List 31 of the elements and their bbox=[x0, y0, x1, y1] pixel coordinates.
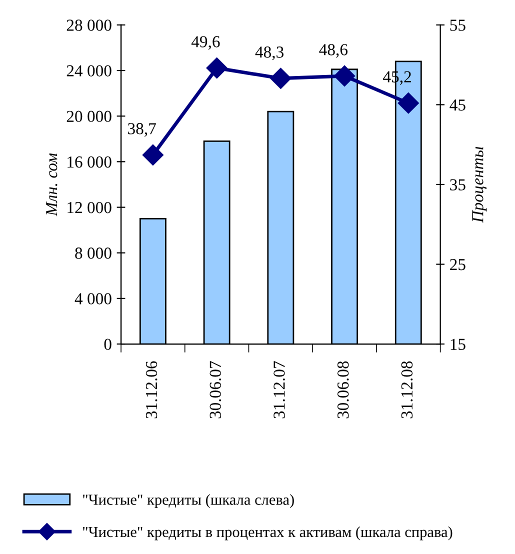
y-tick-label: 12 000 bbox=[68, 202, 112, 214]
y-tick-label: 4 000 bbox=[74, 293, 112, 304]
legend-label: "Чистые" кредиты в процентах к активам (шкала справа) bbox=[83, 526, 452, 540]
y-tick-label: 24 000 bbox=[66, 65, 112, 76]
data-label: 48,3 bbox=[255, 46, 284, 60]
y2-tick-label: 35 bbox=[450, 179, 466, 190]
y-axis-title: Млн. сом bbox=[46, 153, 58, 216]
data-label: 48,6 bbox=[319, 44, 348, 58]
y2-tick-label: 15 bbox=[450, 338, 466, 350]
y-tick-label: 28 000 bbox=[66, 20, 112, 31]
x-tick-label: 31.12.07 bbox=[274, 361, 285, 418]
x-tick-label: 30.06.08 bbox=[337, 361, 349, 418]
x-tick-label: 30.06.07 bbox=[210, 361, 222, 418]
point bbox=[270, 68, 292, 89]
legend-label: "Чистые" кредиты (шкала слева) bbox=[83, 494, 294, 508]
y-tick-label: 0 bbox=[104, 338, 112, 350]
y-tick-label: 8 000 bbox=[75, 248, 112, 259]
data-label: 49,6 bbox=[191, 36, 220, 50]
point bbox=[142, 144, 164, 166]
point bbox=[334, 65, 356, 87]
y2-tick-label: 55 bbox=[450, 20, 466, 31]
y2-tick-label: 25 bbox=[450, 259, 466, 270]
y-tick-label: 16 000 bbox=[68, 156, 112, 168]
y2-tick-label: 45 bbox=[450, 100, 466, 111]
point bbox=[206, 57, 228, 79]
x-tick-label: 31.12.08 bbox=[401, 361, 413, 418]
y2-axis-title: Проценты bbox=[472, 146, 487, 223]
x-tick-label: 31.12.06 bbox=[146, 361, 158, 418]
data-label: 38,7 bbox=[128, 123, 156, 137]
y-tick-label: 20 000 bbox=[66, 110, 112, 122]
point bbox=[398, 92, 419, 114]
